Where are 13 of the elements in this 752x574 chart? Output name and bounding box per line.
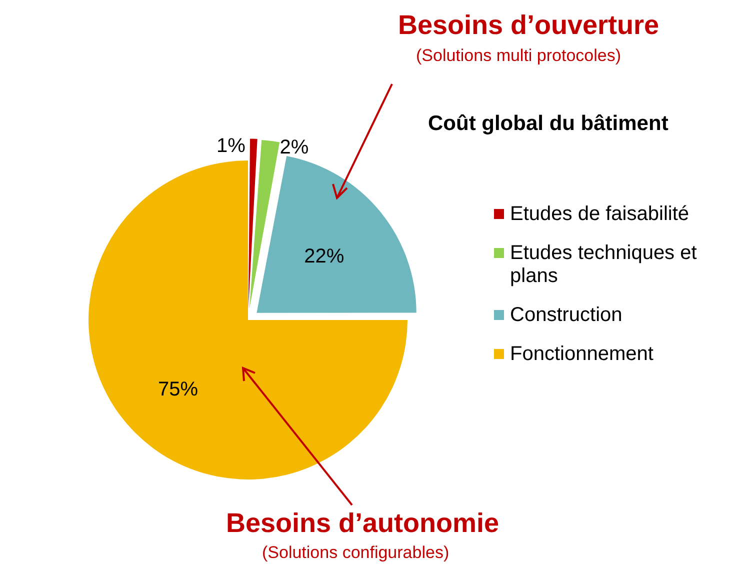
text: (Solutions multi protocoles) xyxy=(416,46,622,66)
data-label: 75% xyxy=(158,378,198,400)
text: Besoins d’ouverture xyxy=(398,10,660,41)
data-label: 2% xyxy=(280,136,309,158)
data-label: 22% xyxy=(304,245,344,268)
chart-title: Coût global du bâtiment xyxy=(428,112,668,136)
data-label: 1% xyxy=(216,135,246,158)
text: (Solutions configurables) xyxy=(262,543,450,563)
legend-label: Fonctionnement xyxy=(510,343,654,366)
legend-label: Construction xyxy=(510,304,622,327)
legend-label: Etudes de faisabilité xyxy=(510,203,690,226)
legend-label: Etudes techniques et plans xyxy=(510,242,698,288)
text: Besoins d’autonomie xyxy=(226,508,500,539)
